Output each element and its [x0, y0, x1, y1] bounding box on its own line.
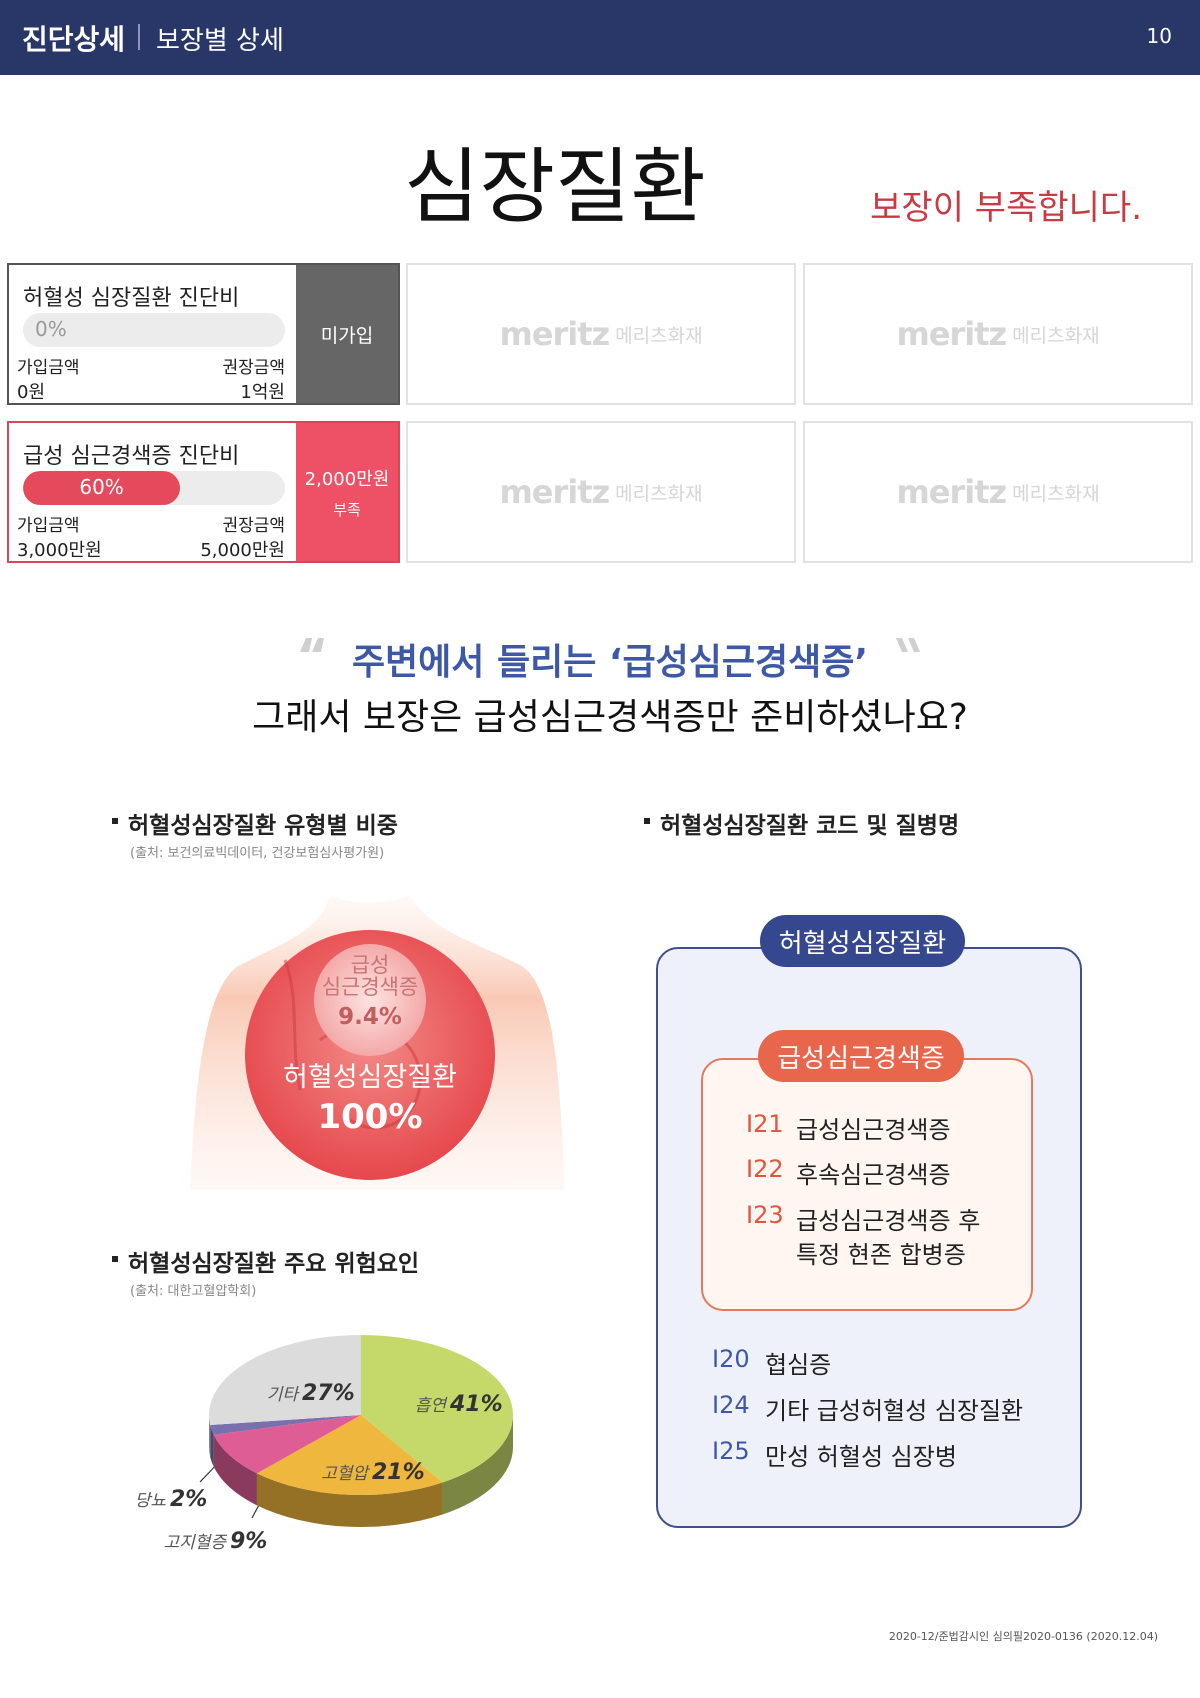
- pie-slice: [361, 1335, 513, 1483]
- header-bar: 진단상세 보장별 상세 10: [0, 0, 1200, 75]
- group-pill: 허혈성심장질환: [760, 915, 965, 967]
- disease-name: 특정 현존 합병증: [796, 1241, 966, 1269]
- heart-outline: [283, 959, 422, 1130]
- disease-name: 만성 허혈성 심장병: [765, 1443, 957, 1471]
- insurer-slot: meritz 메리츠화재: [406, 263, 796, 405]
- recommended-amount: 5,000만원: [200, 540, 285, 561]
- separator: [138, 24, 140, 50]
- coverage-card: 급성 심근경색증 진단비 60% 가입금액 권장금액 3,000만원 5,000…: [7, 421, 400, 563]
- status-text: 미가입: [320, 324, 374, 347]
- leader-line: [199, 1439, 241, 1483]
- recommended-amount: 1억원: [240, 382, 285, 403]
- slice-value: 21%: [372, 1460, 425, 1485]
- recommended-label: 권장금액: [222, 516, 285, 536]
- quote-question: 그래서 보장은 급성심근경색증만 준비하셨나요?: [252, 697, 968, 738]
- pie-chart: 흡연 41% 고혈압 21% 고지혈증 9% 당뇨 2% 기타 27%: [135, 1335, 513, 1554]
- disease-code: I22: [746, 1155, 784, 1183]
- pie-slice: [213, 1415, 361, 1474]
- code-subgroup-box: [701, 1058, 1033, 1311]
- disease-code: I24: [712, 1391, 750, 1419]
- leader-line: [251, 1461, 283, 1519]
- section-heading: 허혈성심장질환 코드 및 질병명: [643, 806, 959, 840]
- category-name: 허혈성심장질환: [283, 1062, 457, 1093]
- brand-name: 메리츠화재: [615, 482, 703, 505]
- insurer-slot: meritz 메리츠화재: [406, 421, 796, 563]
- status-text: 2,000만원: [304, 468, 390, 490]
- quote-highlight: 주변에서 들리는 ‘급성심근경색증’: [351, 642, 869, 683]
- subcategory-name: 심근경색증: [322, 975, 419, 999]
- page-number: 10: [1146, 24, 1172, 48]
- page-title: 심장질환: [404, 140, 706, 235]
- subsection-title: 보장별 상세: [156, 26, 284, 56]
- brand: meritz: [499, 473, 610, 511]
- disease-code: I25: [712, 1437, 750, 1465]
- disease-code: I20: [712, 1345, 750, 1373]
- coverage-card: 허혈성 심장질환 진단비 0% 가입금액 권장금액 0원 1억원 미가입: [7, 263, 400, 405]
- section-heading: 허혈성심장질환 주요 위험요인: [111, 1244, 419, 1278]
- pie-side: [209, 1415, 211, 1458]
- progress-fill: 60%: [23, 471, 181, 505]
- status-note: 부족: [333, 500, 361, 519]
- brand-name: 메리츠화재: [615, 324, 703, 347]
- slice-value: 41%: [449, 1392, 503, 1417]
- slice-value: 27%: [302, 1381, 355, 1406]
- brand: meritz: [896, 473, 1007, 511]
- insurer-slot: meritz 메리츠화재: [803, 263, 1193, 405]
- subgroup-pill: 급성심근경색증: [758, 1030, 964, 1082]
- category-value: 100%: [317, 1097, 422, 1137]
- slice-label: 고혈압: [321, 1464, 370, 1484]
- section-title: 진단상세: [22, 23, 126, 56]
- brand: meritz: [896, 315, 1007, 353]
- status-panel: 2,000만원 부족: [296, 423, 398, 561]
- enrolled-amount: 0원: [17, 382, 46, 403]
- torso-figure: [190, 895, 565, 1190]
- status-message: 보장이 부족합니다.: [870, 188, 1142, 228]
- pie-side: [256, 1473, 443, 1527]
- progress-track: 0%: [23, 313, 285, 347]
- subcategory-value: 9.4%: [338, 1004, 402, 1030]
- pie-slice: [256, 1415, 443, 1496]
- disease-name: 기타 급성허혈성 심장질환: [765, 1397, 1024, 1425]
- pie-side: [442, 1415, 513, 1515]
- progress-track: 60%: [23, 471, 285, 505]
- pie-slice: [210, 1415, 361, 1435]
- progress-label: 60%: [79, 475, 124, 499]
- coverage-name: 급성 심근경색증 진단비: [23, 444, 240, 469]
- source-note: (출처: 보건의료빅데이터, 건강보험심사평가원): [130, 846, 385, 861]
- footer-note: 2020-12/준법감시인 심의필2020-0136 (2020.12.04): [888, 1630, 1158, 1643]
- recommended-label: 권장금액: [222, 358, 285, 378]
- slice-value: 2%: [170, 1487, 207, 1512]
- slice-label: 흡연: [415, 1396, 449, 1416]
- subcategory-name: 급성: [351, 953, 390, 977]
- slice-value: 9%: [230, 1529, 267, 1554]
- enrolled-label: 가입금액: [17, 358, 80, 378]
- subcategory-circle: [314, 944, 426, 1056]
- brand-name: 메리츠화재: [1012, 482, 1100, 505]
- enrolled-label: 가입금액: [17, 516, 80, 536]
- coverage-name: 허혈성 심장질환 진단비: [23, 286, 240, 311]
- pie-slice: [209, 1335, 361, 1426]
- enrolled-amount: 3,000만원: [17, 540, 102, 561]
- disease-name: 협심증: [765, 1351, 832, 1379]
- disease-name: 급성심근경색증 후: [796, 1207, 981, 1235]
- source-note: (출처: 대한고혈압학회): [130, 1284, 257, 1299]
- slice-label: 기타: [267, 1385, 301, 1405]
- category-circle: [245, 930, 495, 1180]
- slice-label: 당뇨: [135, 1491, 167, 1511]
- insurer-slot: meritz 메리츠화재: [803, 421, 1193, 563]
- disease-name: 급성심근경색증: [796, 1116, 951, 1144]
- pie-side: [213, 1434, 257, 1506]
- disease-code: I21: [746, 1110, 784, 1138]
- status-panel: 미가입: [296, 265, 398, 403]
- brand-name: 메리츠화재: [1012, 324, 1100, 347]
- disease-code: I23: [746, 1201, 784, 1229]
- disease-name: 후속심근경색증: [796, 1161, 951, 1189]
- brand: meritz: [499, 315, 610, 353]
- pie-side: [210, 1425, 214, 1467]
- section-heading: 허혈성심장질환 유형별 비중: [112, 806, 398, 840]
- progress-label: 0%: [35, 317, 67, 341]
- slice-label: 고지혈증: [163, 1533, 227, 1553]
